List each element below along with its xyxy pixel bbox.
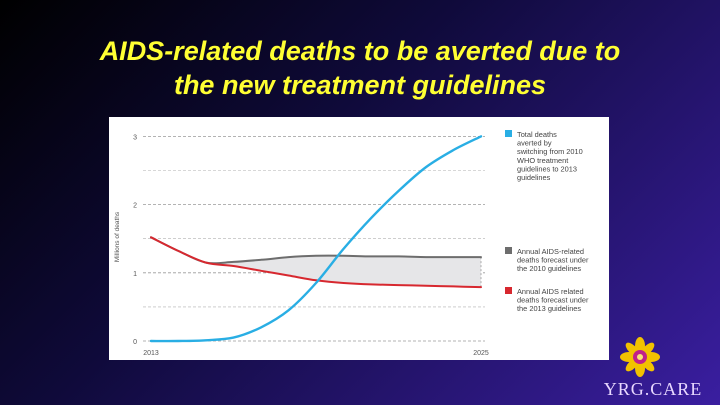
legend-text-0-3: WHO treatment — [517, 156, 568, 165]
y-tick-label-2: 2 — [133, 203, 137, 210]
legend-text-0-0: Total deaths — [517, 130, 557, 139]
x-tick-label-2013: 2013 — [143, 350, 159, 357]
x-tick-label-2025: 2025 — [473, 350, 489, 357]
legend-swatch-1 — [505, 247, 512, 254]
legend-text-1-1: deaths forecast under — [517, 256, 589, 265]
legend-swatch-0 — [505, 130, 512, 137]
series-line-0 — [149, 135, 483, 343]
legend-swatch-2 — [505, 287, 512, 294]
slide-title-line-2: the new treatment guidelines — [173, 70, 547, 100]
slide-title-line-1: AIDS-related deaths to be averted due to — [99, 36, 621, 66]
legend-text-1-2: the 2010 guidelines — [517, 264, 581, 273]
y-tick-label-0: 0 — [133, 339, 137, 346]
legend-text-1-0: Annual AIDS-related — [517, 247, 584, 256]
gap-area — [151, 237, 481, 288]
legend-text-0-5: guidelines — [517, 173, 551, 182]
deaths-chart: 0 1 2 3 2013 2025 Millions of deaths Total dea… — [114, 130, 589, 357]
y-tick-label-1: 1 — [133, 271, 137, 278]
logo-text: YRG.CARE — [603, 379, 703, 399]
yrg-care-logo: YRG.CARE — [588, 335, 718, 405]
legend-text-0-4: guidelines to 2013 — [517, 164, 577, 173]
slide-title: AIDS-related deaths to be averted due to… — [0, 34, 720, 102]
y-axis-label: Millions of deaths — [114, 211, 121, 262]
flower-icon — [620, 337, 660, 377]
legend-text-2-1: deaths forecast under — [517, 296, 589, 305]
chart-axes: 0 1 2 3 2013 2025 Millions of deaths — [114, 134, 489, 357]
chart-gridlines — [143, 136, 485, 342]
chart-series — [149, 135, 483, 343]
series-line-2 — [150, 236, 482, 289]
chart-panel: 0 1 2 3 2013 2025 Millions of deaths Total dea… — [109, 117, 609, 360]
y-tick-label-3: 3 — [133, 134, 137, 141]
legend-text-2-2: the 2013 guidelines — [517, 304, 581, 313]
legend-text-0-2: switching from 2010 — [517, 147, 583, 156]
legend-text-0-1: averted by — [517, 139, 552, 148]
legend-text-2-0: Annual AIDS related — [517, 287, 584, 296]
